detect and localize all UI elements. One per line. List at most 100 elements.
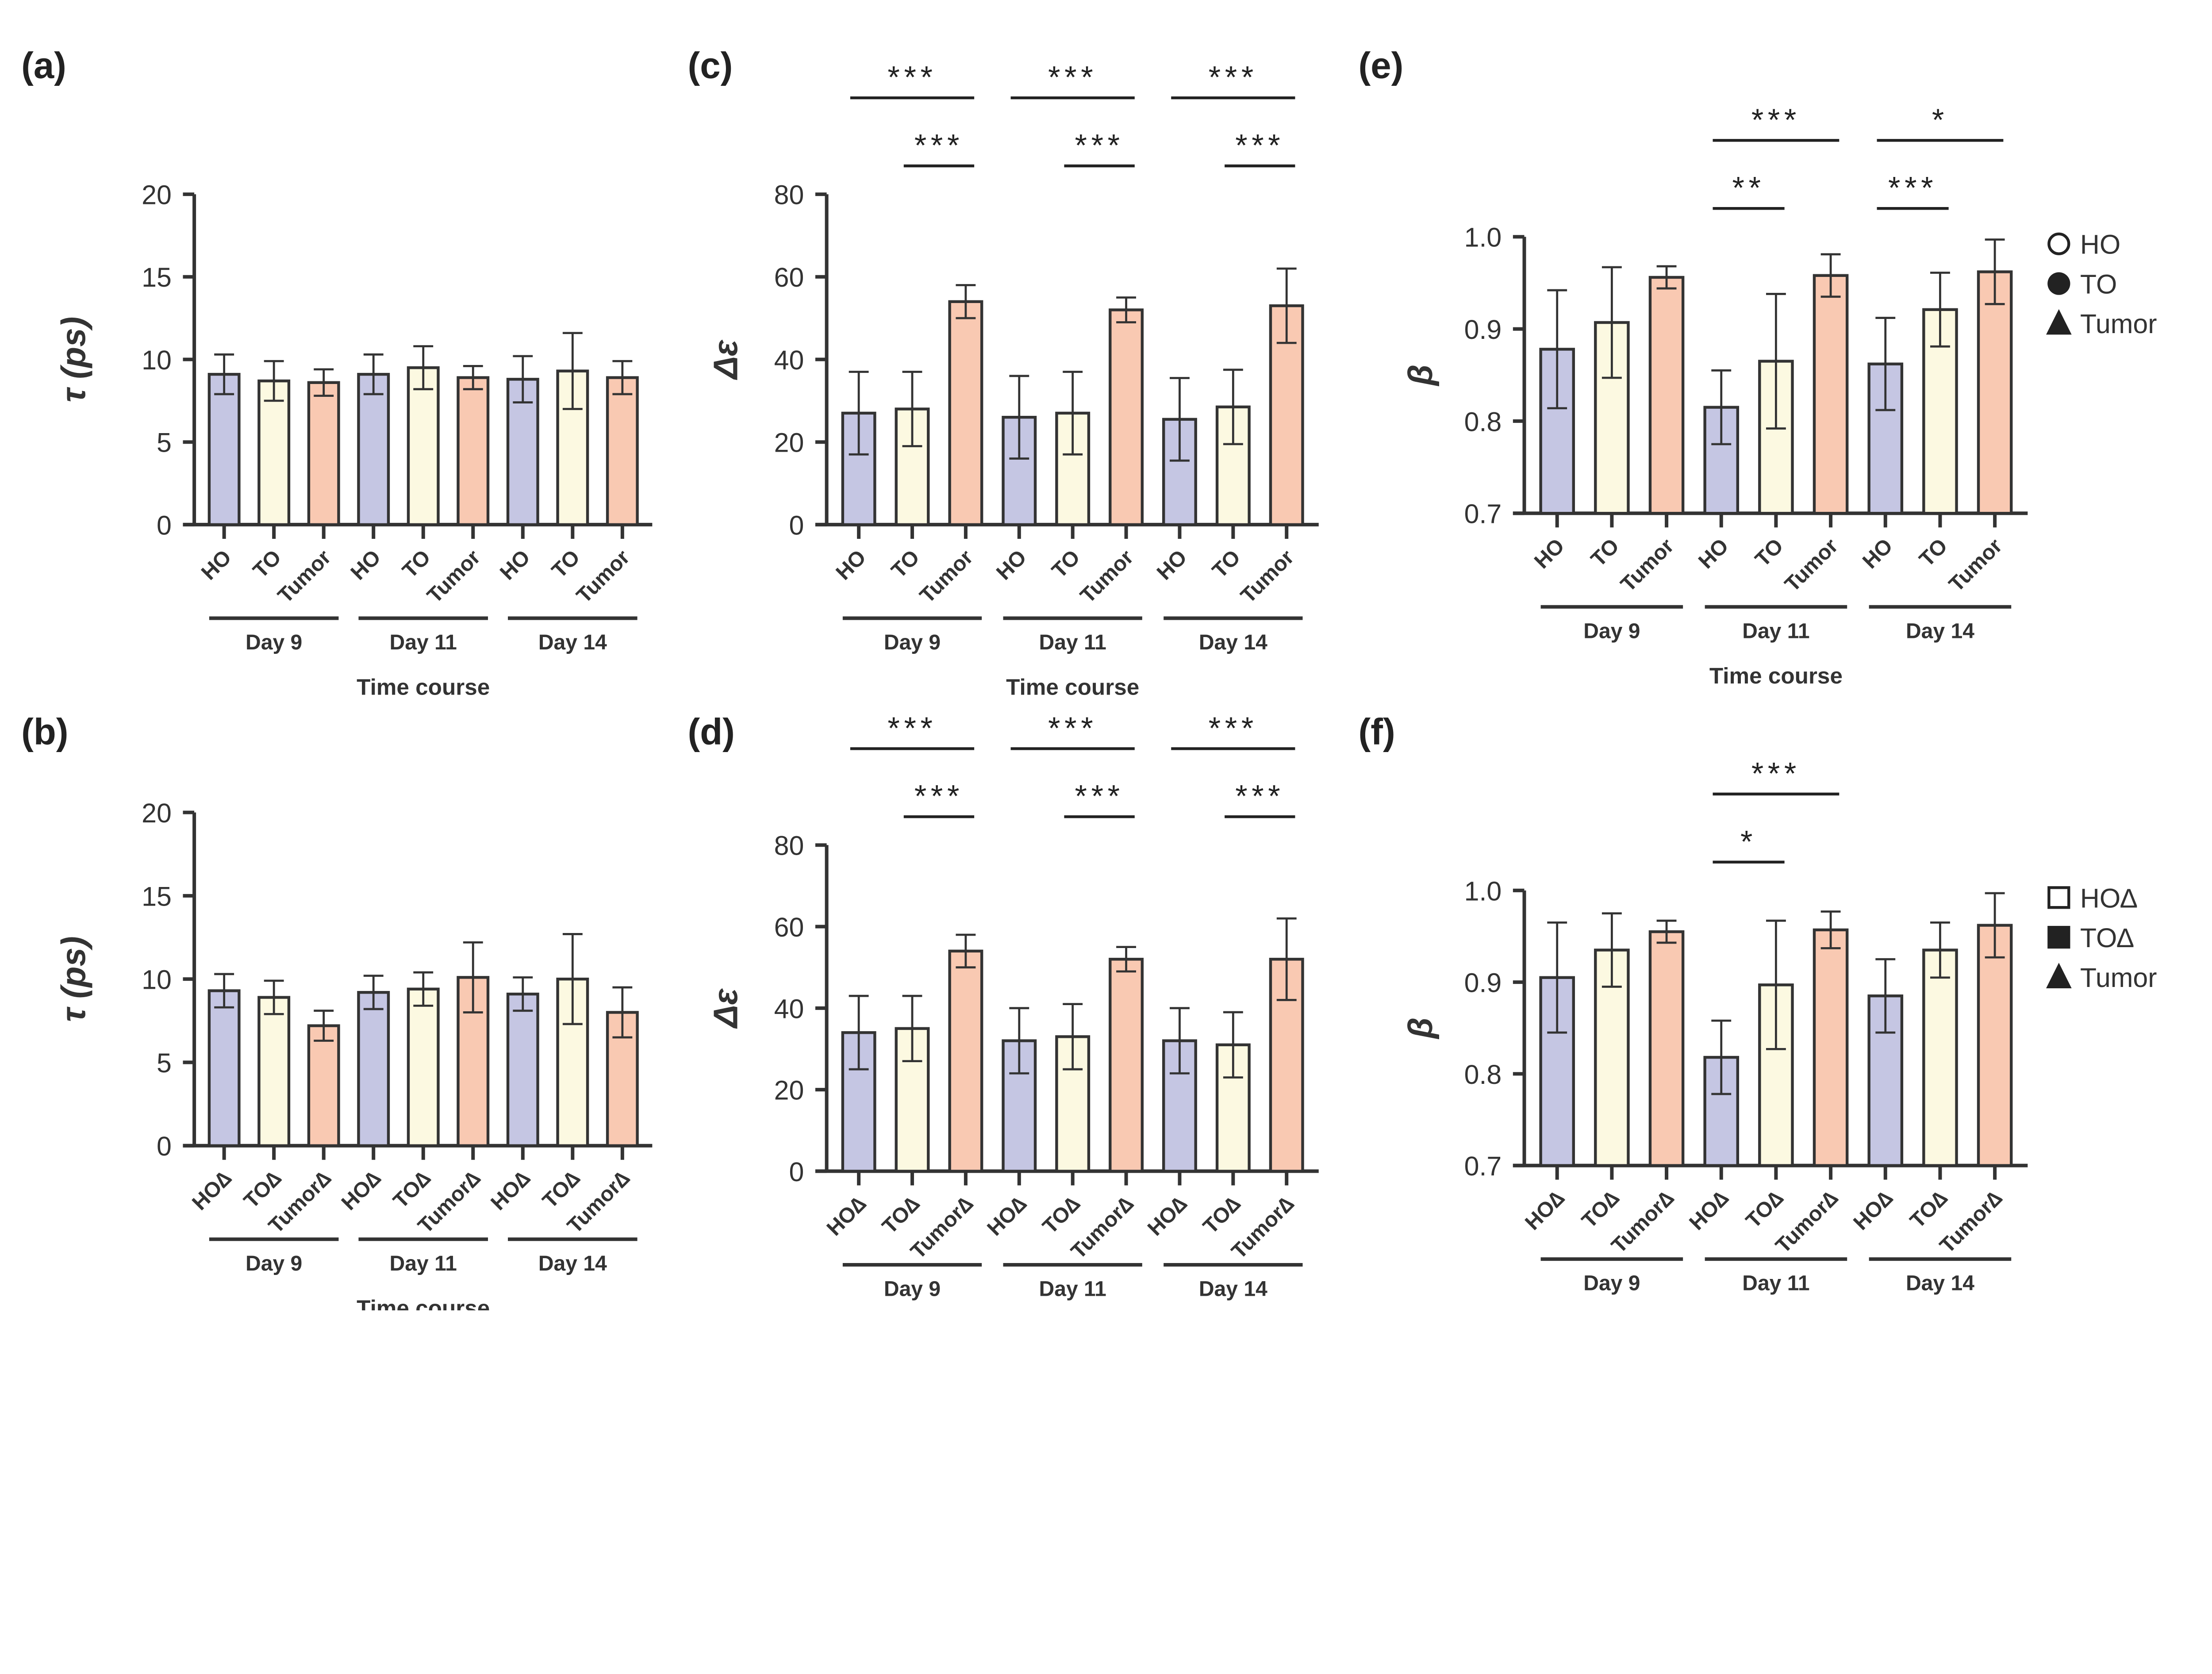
x-tick-label: HO∆ xyxy=(1849,1186,1897,1235)
x-tick-label: HO xyxy=(346,545,385,584)
x-axis-label: Time course xyxy=(357,675,490,700)
group-label: Day 9 xyxy=(1583,619,1640,643)
legend-filled-circle-icon xyxy=(2047,272,2070,295)
x-tick-label: TO xyxy=(1586,534,1624,572)
bar-tumor-day9 xyxy=(307,381,340,526)
y-tick-label: 0.9 xyxy=(1464,968,1502,998)
x-tick-label: Tumor xyxy=(273,545,335,607)
y-tick-label: 0.9 xyxy=(1464,315,1502,345)
group-label: Day 11 xyxy=(1039,630,1106,654)
y-tick-label: 15 xyxy=(142,262,172,292)
bar-tumor-day9 xyxy=(948,300,983,526)
group-label: Day 14 xyxy=(1199,1277,1267,1301)
y-axis-label: β xyxy=(1402,365,1440,387)
y-tick-label: 0.8 xyxy=(1464,1060,1502,1090)
group-label: Day 9 xyxy=(884,1277,941,1301)
y-tick-label: 10 xyxy=(142,345,172,375)
x-tick-label: HO xyxy=(495,545,535,584)
bar-tumor-delta-day11 xyxy=(1813,928,1849,1167)
significance-label: * xyxy=(1932,102,1948,137)
legend-open-square-icon xyxy=(2047,886,2070,909)
group-label: Day 11 xyxy=(390,1252,457,1275)
y-tick-label: 20 xyxy=(774,428,804,458)
x-tick-label: TO xyxy=(887,545,924,583)
y-tick-label: 5 xyxy=(157,428,172,458)
significance-label: *** xyxy=(1075,779,1124,814)
y-tick-label: 40 xyxy=(774,345,804,375)
x-tick-label: HO∆ xyxy=(1143,1192,1192,1240)
y-axis-label: τ (ps) xyxy=(54,317,92,403)
significance-label: *** xyxy=(1235,779,1284,814)
bar-tumor-delta-day9 xyxy=(307,1024,340,1147)
x-tick-label: HO∆ xyxy=(1521,1186,1569,1235)
x-tick-label: HO xyxy=(1152,545,1191,584)
x-tick-label: Tumor xyxy=(422,545,485,607)
y-tick-label: 0 xyxy=(789,510,804,540)
significance-label: *** xyxy=(914,779,964,814)
x-tick-label: HO∆ xyxy=(337,1166,385,1215)
x-tick-label: TO xyxy=(1915,534,1952,572)
x-tick-label: HO∆ xyxy=(188,1166,236,1215)
x-tick-label: TO∆ xyxy=(1038,1192,1085,1239)
x-tick-label: Tumor xyxy=(1780,534,1843,596)
x-tick-label: Tumor xyxy=(1616,534,1678,596)
group-label: Day 14 xyxy=(538,630,607,654)
legend-label: Tumor xyxy=(2080,309,2157,339)
group-label: Day 9 xyxy=(884,630,941,654)
bar-tumor-day9 xyxy=(1648,276,1685,515)
group-label: Day 14 xyxy=(1199,630,1267,654)
bar-to-delta-day9 xyxy=(257,996,291,1147)
y-axis-label: Δε xyxy=(707,339,745,380)
x-tick-label: HO∆ xyxy=(486,1166,535,1215)
bar-ho-delta-day11 xyxy=(357,991,390,1147)
bar-tumor-day11 xyxy=(1813,274,1849,515)
x-tick-label: Tumor xyxy=(915,545,978,607)
bar-tumor-delta-day9 xyxy=(1648,930,1685,1167)
legend-filled-square-icon xyxy=(2047,925,2070,949)
x-tick-label: HO xyxy=(1694,534,1733,573)
significance-label: *** xyxy=(887,710,937,745)
y-tick-label: 15 xyxy=(142,881,172,911)
x-tick-label: TO xyxy=(248,545,286,583)
y-tick-label: 10 xyxy=(142,965,172,995)
significance-label: *** xyxy=(1075,128,1124,163)
group-label: Day 11 xyxy=(1742,619,1809,643)
y-axis-label: τ (ps) xyxy=(54,936,92,1022)
significance-label: *** xyxy=(1209,710,1258,745)
y-tick-label: 0 xyxy=(157,510,172,540)
group-label: Day 14 xyxy=(1906,619,1974,643)
x-tick-label: TO∆ xyxy=(1905,1186,1952,1233)
bar-tumor-delta-day9 xyxy=(948,949,983,1173)
x-tick-label: TO xyxy=(1047,545,1085,583)
x-tick-label: HO∆ xyxy=(983,1192,1031,1240)
bar-tumor-delta-day11 xyxy=(1109,958,1144,1173)
y-tick-label: 1.0 xyxy=(1464,223,1502,253)
panel-label: (e) xyxy=(1359,45,1404,86)
x-tick-label: HO xyxy=(831,545,871,584)
bar-tumor-day14 xyxy=(606,376,639,526)
x-tick-label: HO xyxy=(992,545,1031,584)
group-label: Day 9 xyxy=(246,630,302,654)
y-tick-label: 80 xyxy=(774,831,804,861)
bar-ho-day11 xyxy=(357,372,390,526)
x-tick-label: Tumor xyxy=(1236,545,1298,607)
x-tick-label: TO∆ xyxy=(877,1192,924,1239)
x-tick-label: TO∆ xyxy=(1577,1186,1624,1233)
group-label: Day 11 xyxy=(1742,1271,1809,1295)
x-tick-label: TO xyxy=(1751,534,1788,572)
y-tick-label: 1.0 xyxy=(1464,876,1502,906)
y-tick-label: 20 xyxy=(142,180,172,210)
bar-ho-delta-day14 xyxy=(506,992,539,1147)
bar-to-delta-day11 xyxy=(407,987,440,1147)
bar-ho-delta-day14 xyxy=(1162,1039,1197,1173)
y-axis-label: β xyxy=(1402,1017,1440,1040)
legend-label: TO∆ xyxy=(2080,923,2134,953)
significance-label: *** xyxy=(1751,756,1801,791)
y-tick-label: 60 xyxy=(774,912,804,942)
y-tick-label: 40 xyxy=(774,994,804,1024)
